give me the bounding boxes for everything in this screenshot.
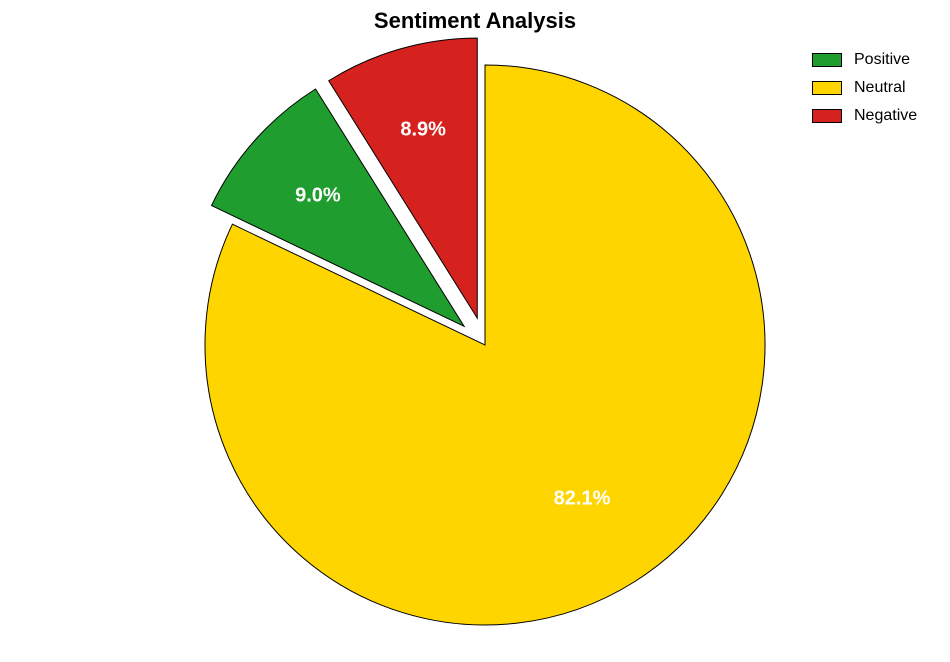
pie-slice-label: 9.0% (295, 184, 341, 207)
legend-label: Neutral (854, 79, 906, 97)
legend-swatch (812, 53, 842, 67)
legend: Positive Neutral Negative (812, 48, 917, 132)
legend-item: Positive (812, 48, 917, 72)
legend-swatch (812, 81, 842, 95)
chart-title: Sentiment Analysis (0, 8, 950, 34)
pie-slice-label: 8.9% (400, 118, 446, 141)
legend-label: Negative (854, 107, 917, 125)
chart-container: Sentiment Analysis Positive Neutral Negati… (0, 0, 950, 662)
legend-swatch (812, 109, 842, 123)
pie-chart-svg (0, 0, 950, 662)
pie-slice-label: 82.1% (554, 487, 611, 510)
legend-label: Positive (854, 51, 910, 69)
legend-item: Negative (812, 104, 917, 128)
legend-item: Neutral (812, 76, 917, 100)
